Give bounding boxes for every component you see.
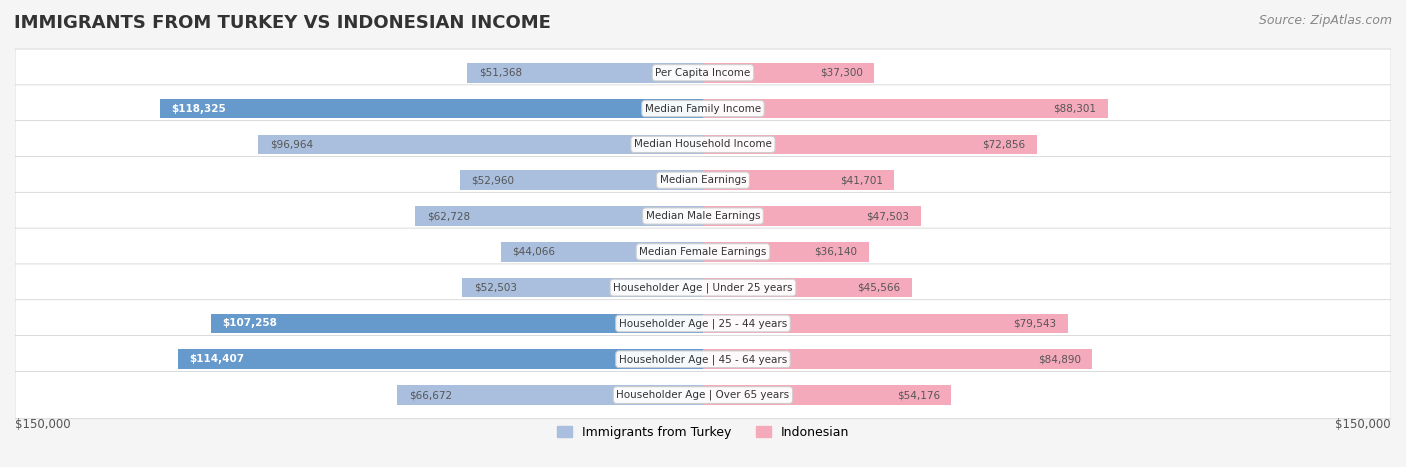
Text: $54,176: $54,176 [897,390,941,400]
Text: IMMIGRANTS FROM TURKEY VS INDONESIAN INCOME: IMMIGRANTS FROM TURKEY VS INDONESIAN INC… [14,14,551,32]
Bar [501,242,703,262]
Bar [467,63,703,83]
Text: Median Family Income: Median Family Income [645,104,761,113]
Text: $118,325: $118,325 [172,104,226,113]
Bar [703,314,1067,333]
FancyBboxPatch shape [15,120,1391,168]
FancyBboxPatch shape [15,85,1391,132]
Text: $72,856: $72,856 [983,139,1026,149]
Text: $114,407: $114,407 [190,354,245,364]
Bar [415,206,703,226]
Bar [703,170,894,190]
Bar [463,278,703,297]
Text: $45,566: $45,566 [858,283,900,293]
Text: Median Earnings: Median Earnings [659,175,747,185]
Text: $88,301: $88,301 [1053,104,1097,113]
Bar [703,134,1038,154]
FancyBboxPatch shape [15,156,1391,204]
FancyBboxPatch shape [15,264,1391,311]
Text: $37,300: $37,300 [820,68,863,78]
Text: $47,503: $47,503 [866,211,910,221]
Text: $150,000: $150,000 [1336,418,1391,432]
Bar [703,63,875,83]
FancyBboxPatch shape [15,192,1391,240]
Bar [703,242,869,262]
Bar [703,385,952,405]
Text: $52,960: $52,960 [471,175,515,185]
Text: $52,503: $52,503 [474,283,516,293]
Text: $79,543: $79,543 [1014,318,1056,328]
Bar [398,385,703,405]
Text: Median Male Earnings: Median Male Earnings [645,211,761,221]
Bar [179,349,703,369]
FancyBboxPatch shape [15,300,1391,347]
FancyBboxPatch shape [15,228,1391,276]
Bar [460,170,703,190]
Text: Median Household Income: Median Household Income [634,139,772,149]
FancyBboxPatch shape [15,49,1391,97]
FancyBboxPatch shape [15,371,1391,419]
Text: Householder Age | 45 - 64 years: Householder Age | 45 - 64 years [619,354,787,365]
Text: $62,728: $62,728 [427,211,470,221]
Text: Median Female Earnings: Median Female Earnings [640,247,766,257]
Bar [211,314,703,333]
Text: $150,000: $150,000 [15,418,70,432]
Legend: Immigrants from Turkey, Indonesian: Immigrants from Turkey, Indonesian [551,421,855,444]
Bar [259,134,703,154]
Bar [703,349,1092,369]
Text: $51,368: $51,368 [479,68,522,78]
Text: $41,701: $41,701 [839,175,883,185]
Text: $107,258: $107,258 [222,318,277,328]
Text: Householder Age | 25 - 44 years: Householder Age | 25 - 44 years [619,318,787,329]
Text: Source: ZipAtlas.com: Source: ZipAtlas.com [1258,14,1392,27]
Text: $96,964: $96,964 [270,139,314,149]
Bar [160,99,703,119]
Bar [703,206,921,226]
FancyBboxPatch shape [15,336,1391,383]
Text: Per Capita Income: Per Capita Income [655,68,751,78]
Text: $44,066: $44,066 [512,247,555,257]
Text: Householder Age | Under 25 years: Householder Age | Under 25 years [613,283,793,293]
Text: $36,140: $36,140 [814,247,858,257]
Text: $84,890: $84,890 [1038,354,1081,364]
Text: Householder Age | Over 65 years: Householder Age | Over 65 years [616,390,790,400]
Bar [703,278,912,297]
Text: $66,672: $66,672 [409,390,451,400]
Bar [703,99,1108,119]
